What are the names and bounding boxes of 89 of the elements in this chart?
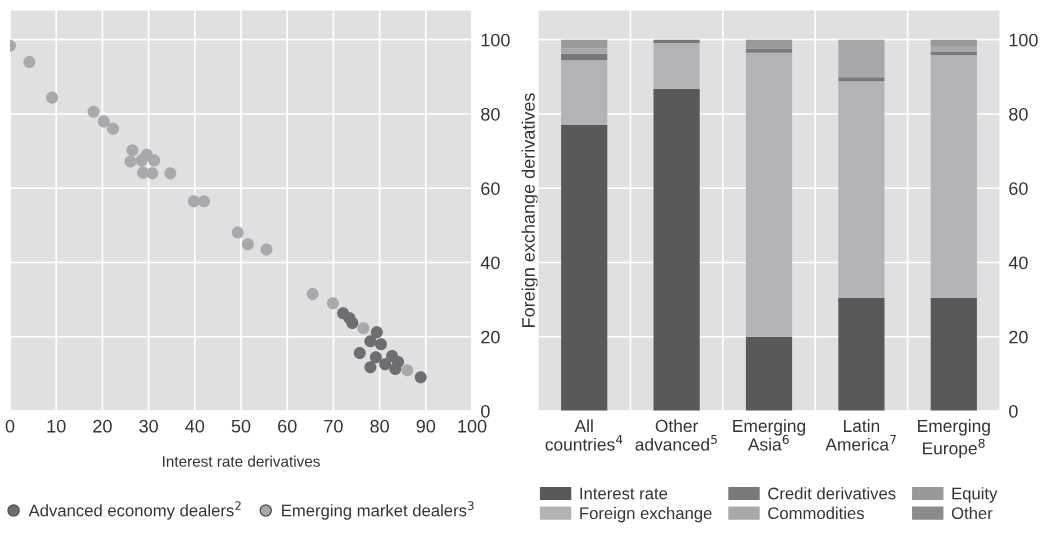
point (389, 363, 402, 376)
bar (561, 53, 608, 61)
x-tick-label: 20 (93, 419, 112, 433)
bar (653, 88, 700, 411)
bar (745, 336, 793, 411)
bar (745, 48, 793, 53)
x-tick-label: 10 (47, 419, 66, 433)
legend-label: Foreign exchange (580, 506, 712, 523)
point (241, 238, 254, 251)
y-tick-label: 0 (1009, 404, 1018, 418)
bar (838, 77, 885, 82)
legend-label: Commodities (768, 506, 864, 520)
y-tick-label: 60 (481, 182, 500, 195)
x-tick-label: Latin America$^{7}$ (825, 419, 896, 451)
x-tick-label: 0 (5, 419, 15, 433)
point (187, 195, 200, 208)
point (260, 243, 273, 256)
x-tick-label: 60 (278, 419, 297, 433)
point (364, 361, 377, 374)
legend-label: Credit derivatives (768, 487, 896, 500)
point (357, 322, 370, 335)
legend-label: Interest rate (580, 487, 668, 500)
bar (930, 39, 977, 47)
x-tick-label: 70 (324, 419, 343, 433)
x-tick-label: All countries$^{4}$ (545, 419, 623, 451)
point (146, 167, 159, 180)
x-tick-label: 50 (231, 419, 251, 433)
bar (561, 39, 608, 49)
bar (930, 46, 977, 52)
point (379, 358, 392, 371)
bar (930, 54, 977, 298)
point (374, 338, 387, 351)
point (370, 326, 383, 339)
point (148, 154, 161, 167)
y-tick-label: 80 (1009, 107, 1028, 121)
y-tick-label: 100 (1009, 33, 1038, 47)
bar (838, 81, 885, 298)
bar (561, 60, 608, 126)
y-tick-label: 40 (480, 256, 500, 270)
bar (561, 48, 608, 54)
bar (838, 297, 885, 411)
legend-label: Equity (952, 487, 998, 503)
bar (561, 125, 608, 411)
point (306, 288, 319, 301)
point (353, 347, 366, 360)
point (97, 115, 110, 128)
point (364, 335, 377, 348)
y-tick-label: 60 (1009, 182, 1028, 195)
y-tick-label: 0 (481, 404, 490, 418)
point (231, 226, 244, 239)
point (401, 364, 414, 377)
bar (745, 52, 793, 337)
point (326, 297, 339, 310)
point (23, 55, 36, 68)
point (369, 351, 382, 364)
x-tick-label: Emerging Europe$^{8}$ (918, 419, 990, 458)
bar (930, 297, 977, 411)
point (414, 371, 427, 384)
bar (838, 39, 885, 78)
point (126, 144, 139, 157)
x-tick-label: 30 (139, 419, 158, 433)
point (346, 316, 359, 330)
y-tick-label: 20 (481, 330, 500, 344)
bar (653, 43, 700, 89)
point (198, 195, 211, 208)
point (164, 167, 177, 180)
point (87, 105, 100, 118)
bar (653, 39, 700, 44)
x-tick-label: Other advanced$^{5}$ (635, 419, 717, 451)
y-tick-label: 40 (1008, 256, 1028, 270)
point (46, 91, 59, 104)
point (135, 154, 148, 167)
x-tick-label: 90 (416, 419, 436, 433)
legend-label: Emerging market dealers$^{3}$ (282, 501, 474, 520)
legend-label: Advanced economy dealers$^{2}$ (28, 501, 241, 520)
y-tick-label: 100 (481, 33, 510, 47)
y-tick-label: 80 (481, 107, 500, 121)
legend-label: Other (951, 506, 993, 520)
x-tick-label: 80 (370, 419, 389, 433)
x-axis-title: Interest rate derivatives (163, 455, 320, 467)
y-axis-title: Foreign exchange derivatives (521, 93, 539, 327)
y-tick-label: 20 (1009, 330, 1028, 344)
point (107, 122, 120, 135)
x-tick-label: Emerging Asia$^{6}$ (733, 419, 806, 451)
point (124, 155, 137, 168)
x-tick-label: 100 (458, 419, 487, 433)
x-tick-label: 40 (185, 419, 205, 433)
bar (745, 39, 793, 49)
bar (930, 51, 977, 55)
